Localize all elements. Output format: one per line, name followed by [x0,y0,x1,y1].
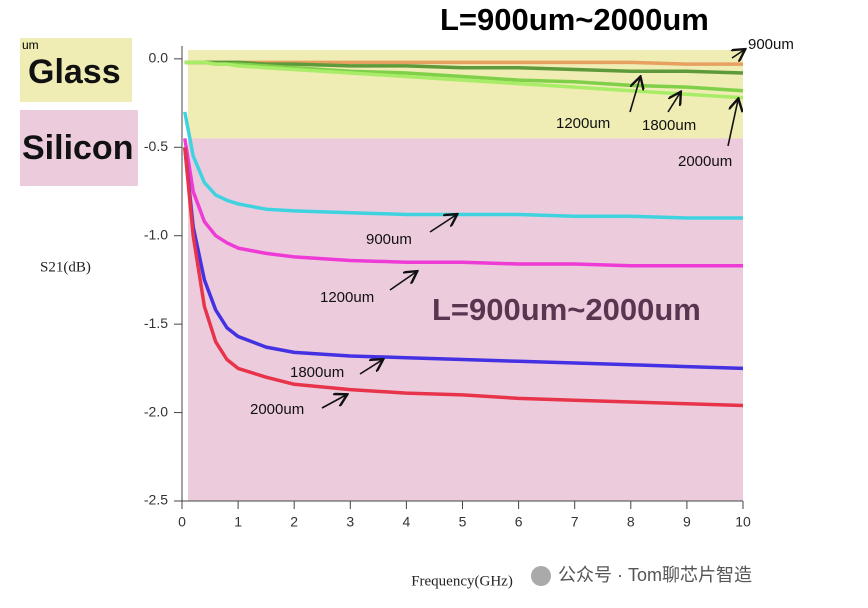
series-line [184,60,744,100]
series-line [183,147,744,371]
x-tick-label: 8 [627,514,635,530]
annotation: L=900um~2000um [432,292,701,327]
arrow [389,272,416,291]
y-tick-label: -1.0 [144,226,168,242]
series-label: 2000um [250,401,304,418]
annotation: L=900um~2000um [440,2,709,37]
y-axis-label: S21(dB) [40,259,91,275]
arrow [629,78,640,113]
y-tick-label: -1.5 [144,315,168,331]
x-tick-label: 3 [346,514,354,530]
y-tick-label: -2.5 [144,492,168,508]
x-axis-label: Frequency(GHz) [411,573,513,589]
y-tick-label: 0.0 [149,50,169,66]
x-tick-label: 2 [290,514,298,530]
x-tick-label: 10 [735,514,751,530]
x-tick-label: 5 [459,514,467,530]
series-line [183,147,744,408]
x-tick-label: 0 [178,514,186,530]
series-line [183,138,743,268]
arrow [359,360,382,375]
glass-box [20,38,132,102]
series-label: 1800um [642,117,696,134]
series-label: 900um [366,231,412,248]
series-line [183,111,743,220]
arrow [732,50,744,58]
x-tick-label: 6 [515,514,523,530]
x-tick-label: 9 [683,514,691,530]
series-label: 1200um [556,115,610,132]
arrow [321,395,346,409]
arrow [667,93,680,113]
lines [183,60,744,408]
series-label: 1800um [290,364,344,381]
arrow [727,100,738,147]
x-tick-label: 4 [403,514,411,530]
series-label: 900um [748,36,794,53]
silicon-box [20,110,138,186]
annotation: um [22,38,39,52]
group-label: Glass [28,53,121,91]
band [188,138,743,501]
x-tick-label: 1 [234,514,242,530]
series-label: 1200um [320,289,374,306]
y-tick-label: -2.0 [144,403,168,419]
x-tick-label: 7 [571,514,579,530]
watermark: 公众号 · Tom聊芯片智造 [558,565,752,585]
axes: 0.0 -0.5 -1.0 -1.5 -2.0 -2.5 0 1 2 3 4 5 6 7 8 9 10 [144,46,751,530]
arrow [429,215,456,233]
series-label: 2000um [678,153,732,170]
y-tick-label: -0.5 [144,138,168,154]
group-label: Silicon [22,129,133,167]
watermark-icon [531,566,551,586]
